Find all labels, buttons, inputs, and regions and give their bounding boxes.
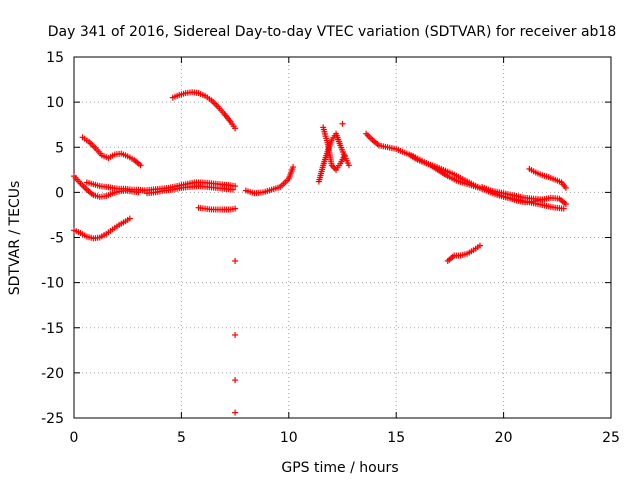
data-point — [560, 205, 567, 212]
y-tick-label: 10 — [46, 95, 64, 111]
data-point — [232, 257, 239, 264]
data-point — [232, 409, 239, 416]
y-tick-label: 0 — [55, 185, 64, 201]
series-satellite-arc-11 — [320, 124, 348, 173]
y-tick-label: -25 — [41, 411, 64, 427]
series-satellite-arc-9 — [242, 164, 297, 197]
y-axis-label: SDTVAR / TECUs — [7, 181, 23, 296]
data-point — [229, 186, 236, 193]
series-satellite-arc-7 — [144, 183, 236, 197]
y-tick-label: -20 — [41, 366, 64, 382]
series-satellite-arc-4 — [83, 179, 148, 194]
data-point — [290, 164, 297, 171]
data-point — [562, 201, 569, 208]
data-points — [71, 89, 569, 416]
x-tick-label: 25 — [602, 430, 620, 446]
y-tick-label: -5 — [50, 231, 64, 247]
x-tick-label: 5 — [177, 430, 186, 446]
series-satellite-arc-12 — [363, 130, 546, 203]
axis-ticks: 0 5 10 15 20 25 15 10 5 0 -5 -10 -15 -20 -25 — [41, 50, 620, 446]
data-point — [137, 162, 144, 169]
series-isolated-points — [232, 120, 346, 416]
data-point — [232, 183, 239, 190]
data-point — [232, 125, 239, 132]
series-satellite-arc-8 — [195, 204, 239, 213]
y-tick-label: -15 — [41, 321, 64, 337]
y-tick-label: 5 — [55, 140, 64, 156]
x-tick-label: 20 — [495, 430, 513, 446]
chart-title: Day 341 of 2016, Sidereal Day-to-day VTE… — [48, 24, 617, 40]
data-point — [232, 377, 239, 384]
y-tick-label: 15 — [46, 50, 64, 66]
data-point — [476, 242, 483, 249]
data-point — [562, 184, 569, 191]
series-satellite-arc-16 — [479, 183, 569, 208]
y-tick-label: -10 — [41, 276, 64, 292]
series-satellite-arc-13 — [406, 151, 567, 212]
data-point — [232, 205, 239, 212]
grid-lines — [74, 57, 611, 418]
series-satellite-arc-14 — [444, 242, 483, 264]
series-satellite-arc-2 — [71, 215, 133, 242]
x-tick-label: 15 — [387, 430, 405, 446]
x-tick-label: 10 — [280, 430, 298, 446]
series-satellite-arc-15 — [526, 165, 569, 191]
data-point — [345, 162, 352, 169]
x-tick-label: 0 — [70, 430, 79, 446]
data-point — [232, 331, 239, 338]
series-satellite-arc-5 — [169, 89, 239, 132]
series-satellite-arc-3 — [79, 134, 144, 169]
data-point — [341, 152, 348, 159]
data-point — [126, 215, 133, 222]
data-point — [339, 120, 346, 127]
x-axis-label: GPS time / hours — [281, 460, 398, 476]
